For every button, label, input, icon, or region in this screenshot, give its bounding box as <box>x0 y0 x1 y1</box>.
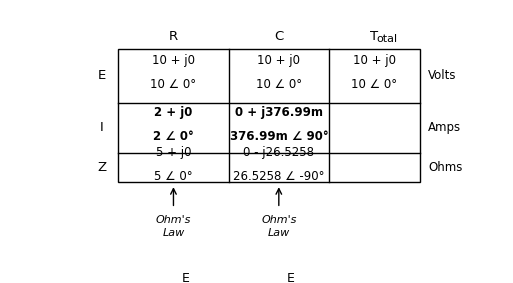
Text: 2 ∠ 0°: 2 ∠ 0° <box>153 130 194 143</box>
Text: I: I <box>100 121 104 134</box>
Text: E: E <box>98 69 106 82</box>
Text: 0 - j26.5258: 0 - j26.5258 <box>243 146 314 159</box>
Text: Volts: Volts <box>428 69 457 82</box>
Text: 5 ∠ 0°: 5 ∠ 0° <box>154 170 193 183</box>
Text: T: T <box>370 30 378 43</box>
Text: 2 + j0: 2 + j0 <box>154 106 193 119</box>
Text: Z: Z <box>97 161 107 174</box>
Text: 10 + j0: 10 + j0 <box>152 54 195 67</box>
Text: 10 ∠ 0°: 10 ∠ 0° <box>150 78 196 91</box>
Text: otal: otal <box>376 34 398 44</box>
Text: C: C <box>274 30 284 43</box>
Text: 5 + j0: 5 + j0 <box>156 146 191 159</box>
Text: Ohm's
Law: Ohm's Law <box>156 215 191 238</box>
Text: 26.5258 ∠ -90°: 26.5258 ∠ -90° <box>233 170 325 183</box>
Text: E: E <box>182 271 189 283</box>
Text: 10 ∠ 0°: 10 ∠ 0° <box>256 78 302 91</box>
Text: 10 + j0: 10 + j0 <box>353 54 396 67</box>
Text: E: E <box>287 271 294 283</box>
Text: 10 ∠ 0°: 10 ∠ 0° <box>351 78 397 91</box>
Text: 10 + j0: 10 + j0 <box>258 54 300 67</box>
Text: 376.99m ∠ 90°: 376.99m ∠ 90° <box>229 130 328 143</box>
Text: Ohms: Ohms <box>428 161 462 174</box>
Text: R: R <box>169 30 178 43</box>
Text: Amps: Amps <box>428 121 461 134</box>
Text: 0 + j376.99m: 0 + j376.99m <box>235 106 323 119</box>
Text: Ohm's
Law: Ohm's Law <box>261 215 297 238</box>
